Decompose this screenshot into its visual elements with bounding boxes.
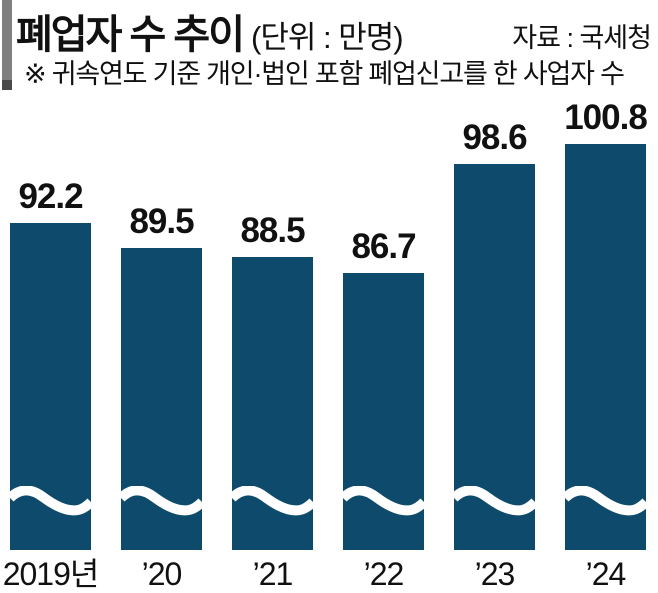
bar bbox=[454, 164, 535, 550]
accent-bar-tip bbox=[2, 80, 12, 90]
x-axis-label: ’24 bbox=[585, 556, 627, 592]
bar bbox=[121, 248, 202, 550]
bar-column: 92.2 2019년 bbox=[3, 98, 100, 592]
axis-break-wave-icon bbox=[343, 486, 424, 516]
x-axis-label: ’20 bbox=[141, 556, 183, 592]
axis-break-wave-icon bbox=[454, 486, 535, 516]
bar-value-label: 92.2 bbox=[18, 177, 83, 216]
x-axis-label: ’23 bbox=[474, 556, 516, 592]
x-axis-label: ’21 bbox=[252, 556, 294, 592]
bar-column: 98.6 ’23 bbox=[454, 98, 535, 592]
axis-break-wave-icon bbox=[121, 486, 202, 516]
accent-bar bbox=[2, 0, 12, 90]
bar bbox=[232, 257, 313, 550]
bar bbox=[343, 273, 424, 550]
unit-label: (단위 : 만명) bbox=[251, 20, 404, 55]
header: 폐업자 수 추이 (단위 : 만명) bbox=[16, 2, 404, 60]
bar-value-label: 88.5 bbox=[240, 211, 305, 250]
x-axis-label: ’22 bbox=[363, 556, 405, 592]
accent-bar-top bbox=[2, 0, 12, 80]
bar bbox=[10, 223, 91, 550]
axis-break-wave-icon bbox=[232, 486, 313, 516]
bar bbox=[565, 144, 646, 550]
bar-chart: 92.2 2019년 89.5 ’20 88.5 ’21 86.7 ’22 98.6 ’23 100… bbox=[3, 98, 651, 592]
page-title: 폐업자 수 추이 bbox=[16, 13, 245, 57]
bar-column: 88.5 ’21 bbox=[232, 98, 313, 592]
axis-break-wave-icon bbox=[10, 486, 91, 516]
bar-value-label: 89.5 bbox=[129, 202, 194, 241]
axis-break-wave-icon bbox=[565, 486, 646, 516]
bar-value-label: 98.6 bbox=[462, 118, 527, 157]
bar-value-label: 100.8 bbox=[564, 98, 648, 137]
bar-column: 100.8 ’24 bbox=[564, 98, 648, 592]
bar-value-label: 86.7 bbox=[351, 227, 416, 266]
bar-column: 89.5 ’20 bbox=[121, 98, 202, 592]
x-axis-label: 2019년 bbox=[2, 556, 100, 592]
bar-column: 86.7 ’22 bbox=[343, 98, 424, 592]
source-label: 자료 : 국세청 bbox=[512, 23, 652, 53]
note-label: ※ 귀속연도 기준 개인·법인 포함 폐업신고를 한 사업자 수 bbox=[24, 59, 625, 89]
